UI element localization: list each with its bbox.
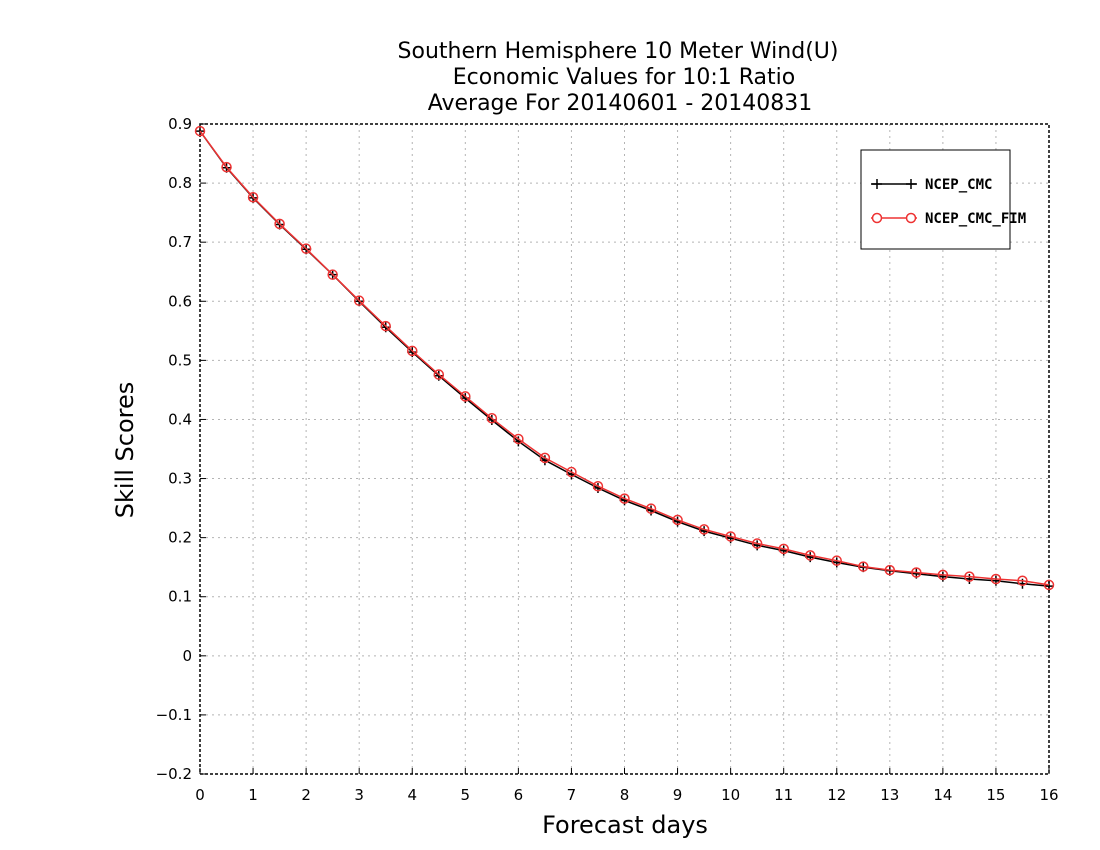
x-tick-label: 13 (880, 786, 899, 804)
legend-label: NCEP_CMC_FIM (925, 211, 1026, 227)
chart-title: Southern Hemisphere 10 Meter Wind(U) Eco… (398, 39, 839, 116)
legend: NCEP_CMC NCEP_CMC_FIM (860, 149, 1026, 250)
y-tick-label: −0.2 (156, 765, 192, 783)
data-point (964, 571, 975, 582)
series-layer (194, 125, 1055, 592)
data-point (751, 538, 763, 549)
x-tick-label: 2 (301, 786, 311, 804)
data-point (194, 125, 206, 137)
x-axis-label: Forecast days (542, 811, 708, 839)
data-point (698, 524, 710, 535)
data-point (327, 269, 338, 280)
y-axis-label: Skill Scores (111, 382, 139, 519)
x-tick-label: 11 (774, 786, 793, 804)
grid (200, 124, 1049, 774)
x-tick-label: 5 (461, 786, 471, 804)
y-tick-label: 0.9 (168, 115, 192, 133)
title-line-1: Southern Hemisphere 10 Meter Wind(U) (398, 39, 839, 64)
data-point (1043, 579, 1055, 591)
data-point (195, 126, 205, 137)
x-tick-label: 15 (986, 786, 1005, 804)
data-point (566, 466, 577, 478)
y-tick-label: 0.5 (168, 351, 192, 369)
y-tick-label: 0.3 (168, 470, 192, 488)
data-point (300, 243, 312, 254)
y-tick-label: 0.2 (168, 529, 192, 547)
data-point (937, 569, 949, 581)
data-point (884, 564, 896, 576)
data-point (858, 561, 869, 572)
data-point (911, 567, 922, 578)
x-tick-label: 10 (721, 786, 740, 804)
legend-marker (905, 212, 917, 224)
data-point (592, 480, 604, 492)
title-line-2: Economic Values for 10:1 Ratio (453, 65, 795, 90)
x-tick-label: 14 (933, 786, 952, 804)
data-point (619, 493, 630, 504)
x-tick-label: 8 (620, 786, 630, 804)
x-tick-label: 16 (1039, 786, 1058, 804)
data-point (407, 345, 418, 357)
data-point (539, 452, 551, 464)
y-tick-label: 0 (182, 647, 192, 665)
axes: 0 1 2 3 4 5 6 7 8 9 10 11 12 13 14 15 16−0.2−0.100.10.20… (156, 115, 1059, 804)
data-point (353, 295, 365, 306)
plot-frame (199, 123, 1050, 775)
data-point (460, 391, 471, 402)
legend-box (860, 149, 1011, 250)
data-point (486, 413, 498, 424)
x-tick-label: 6 (514, 786, 524, 804)
x-tick-label: 0 (195, 786, 205, 804)
legend-marker (872, 179, 916, 189)
x-tick-label: 3 (354, 786, 364, 804)
data-point (247, 192, 259, 203)
legend-label: NCEP_CMC (925, 177, 992, 193)
data-point (433, 369, 445, 380)
x-tick-label: 1 (248, 786, 258, 804)
data-point (672, 514, 683, 526)
y-tick-label: −0.1 (156, 706, 192, 724)
y-tick-label: 0.1 (168, 588, 192, 606)
data-point (804, 550, 816, 561)
x-tick-label: 7 (567, 786, 577, 804)
data-point (778, 543, 789, 555)
title-line-3: Average For 20140601 - 20140831 (428, 91, 813, 116)
data-point (221, 161, 232, 173)
data-point (725, 531, 736, 542)
x-tick-label: 12 (827, 786, 846, 804)
data-point (1017, 575, 1028, 587)
data-point (513, 433, 524, 445)
data-point (831, 555, 842, 566)
legend-marker (871, 212, 883, 224)
data-point (274, 218, 285, 230)
x-tick-label: 9 (673, 786, 683, 804)
y-tick-label: 0.6 (168, 292, 192, 310)
y-tick-label: 0.8 (168, 174, 192, 192)
data-point (990, 573, 1002, 585)
data-point (645, 503, 657, 514)
data-point (380, 320, 391, 332)
x-tick-label: 4 (407, 786, 417, 804)
series-line (199, 130, 1050, 586)
y-tick-label: 0.4 (168, 410, 192, 428)
y-tick-label: 0.7 (168, 233, 192, 251)
